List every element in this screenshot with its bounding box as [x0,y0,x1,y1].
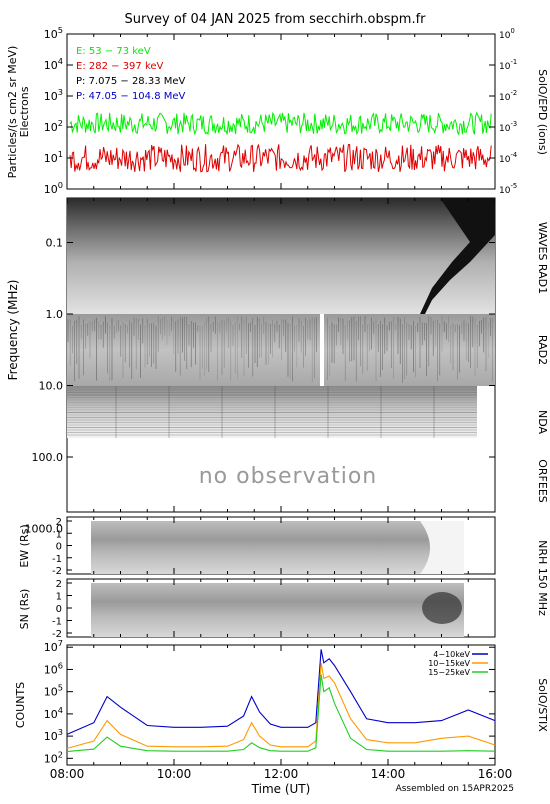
x-tick-label: 12:00 [264,767,299,781]
rad2-striations [67,316,493,383]
epd-left-tick-label: 104 [44,56,63,72]
type-iii-burst [420,198,495,314]
nrh-ew-axis: 21 0-1-2 [52,517,72,577]
spectrogram-tick-label: 100.0 [32,451,64,464]
nrh-ew-bright-source [420,521,464,574]
stix-series [66,674,496,753]
epd-ylabel-electrons: Electrons [18,86,31,137]
waves-rad1-band [67,198,495,314]
stix-series [66,662,496,749]
nrh-ew-image [91,521,464,574]
nrh-tick-label: -1 [52,554,62,565]
epd-right-tick-label: 10-2 [499,89,517,103]
rad2-band [67,314,495,386]
epd-left-tick-label: 103 [44,87,63,103]
stix-tick-label: 106 [44,660,63,676]
stix-tick-label: 103 [44,727,63,743]
x-tick-label: 16:00 [478,767,513,781]
epd-legend-entry: P: 7.075 − 28.33 MeV [76,76,186,87]
nrh-sn-panel: 210-1-2 SN (Rs) NRH 150 MHz [18,540,549,640]
epd-series-e-282-397 [69,143,492,173]
figure-title: Survey of 04 JAN 2025 from secchirh.obsp… [125,12,427,27]
stix-tick-label: 105 [44,683,63,699]
stix-tick-label: 102 [44,749,63,765]
x-tick-label: 08:00 [50,767,85,781]
spectrogram-axis: 0.1 1.0 10.0 100.0 1000.0 [25,237,495,536]
assembled-footer: Assembled on 15APR2025 [396,784,514,794]
spectrogram-panel: no observation 0.1 1.0 10.0 100.0 1000.0 Fre… [6,197,549,536]
stix-axis: 102 103 104 105 106 107 [44,638,495,765]
rad2-gap [320,314,324,386]
epd-right-tick-label: 10-3 [499,120,517,134]
label-nda: NDA [536,410,549,435]
nrh-tick-label: 1 [56,592,62,603]
epd-right-axis: 10-5 10-4 10-3 10-2 10-1 100 [489,27,517,196]
nrh-sn-axis: 2 10 -1-2 [52,579,72,640]
nrh-tick-label: 0 [56,542,62,553]
epd-left-tick-label: 105 [44,25,63,41]
stix-right-label: SolO/STIX [536,678,549,732]
spectrogram-tick-label: 1.0 [46,308,64,321]
stix-panel: 102 103 104 105 106 107 4−10keV10−15keV15−25k… [14,638,549,766]
epd-ylabel: Particles/(s cm2 sr MeV) [6,46,19,179]
nrh-ew-panel: 21 0-1-2 EW (Rs) [18,516,496,577]
nrh-tick-label: 2 [56,517,62,528]
epd-right-tick-label: 10-1 [499,58,517,72]
epd-right-label: SolO/EPD (ions) [536,69,549,155]
epd-left-axis: 100 101 102 103 104 105 [44,25,73,196]
epd-left-tick-label: 101 [44,149,63,165]
epd-right-tick-label: 10-4 [499,151,517,165]
nrh-tick-label: -2 [52,629,62,640]
stix-legend-label: 10−15keV [428,659,470,668]
epd-legend-entry: E: 282 − 397 keV [76,61,164,72]
nrh-tick-label: 2 [56,579,62,590]
x-tick-label: 10:00 [157,767,192,781]
stix-series-group [66,649,496,753]
nrh-tick-label: 1 [56,529,62,540]
epd-legend: E: 53 − 73 keV E: 282 − 397 keV P: 7.075 −… [76,46,186,102]
nrh-sn-image [91,583,464,637]
time-axis: 08:00 10:00 12:00 14:00 16:00 [50,34,513,781]
label-orfees: ORFEES [536,459,549,503]
nrh-tick-label: -2 [52,566,62,577]
spectrogram-tick-label: 10.0 [39,380,64,393]
spectrogram-ylabel: Frequency (MHz) [6,280,20,381]
nrh-tick-label: -1 [52,617,62,628]
nrh-sn-label: SN (Rs) [18,589,31,630]
nda-band [67,386,477,438]
stix-legend-label: 4−10keV [433,650,470,659]
epd-right-tick-label: 100 [499,27,515,41]
label-waves-rad1: WAVES RAD1 [536,222,549,294]
epd-legend-entry: E: 53 − 73 keV [76,46,151,57]
stix-tick-label: 104 [44,705,63,721]
epd-left-tick-label: 102 [44,118,63,134]
nrh-right-label: NRH 150 MHz [536,540,549,616]
nda-striations [67,386,477,438]
nrh-tick-label: 0 [56,604,62,615]
nrh-sn-dark-source [422,592,462,624]
nrh-ew-label: EW (Rs) [18,524,31,567]
stix-series [66,649,496,735]
epd-series-e-53-73 [69,111,492,136]
stix-ylabel: COUNTS [14,682,27,728]
x-tick-label: 14:00 [371,767,406,781]
label-rad2: RAD2 [536,335,549,365]
no-observation-text: no observation [199,464,378,489]
epd-right-tick-label: 10-5 [499,182,517,196]
stix-tick-label: 107 [44,638,63,654]
spectrogram-tick-label: 1000.0 [25,523,64,536]
epd-left-tick-label: 100 [44,180,63,196]
x-axis-label: Time (UT) [251,782,311,796]
epd-legend-entry: P: 47.05 − 104.8 MeV [76,91,186,102]
stix-legend-label: 15−25keV [428,668,470,677]
spectrogram-tick-label: 0.1 [46,237,64,250]
